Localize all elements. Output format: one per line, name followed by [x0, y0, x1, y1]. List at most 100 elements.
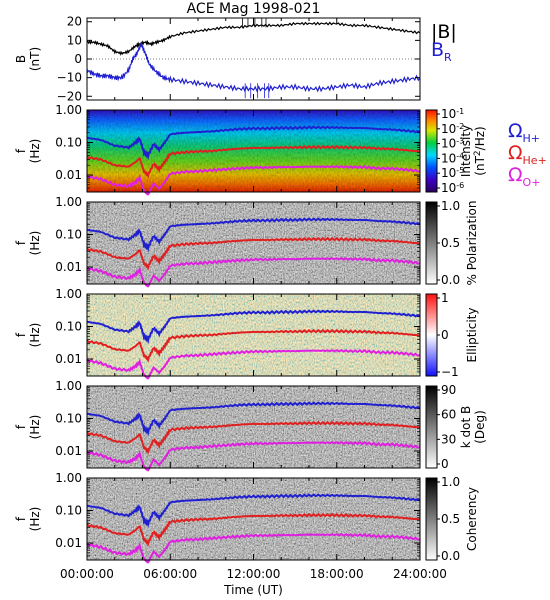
colorbar-tick-label: 10-5: [441, 166, 464, 180]
gyrofrequency-line-he: [86, 236, 421, 271]
legend-b-r: BR: [431, 39, 452, 64]
y-axis-unit: (Hz): [28, 323, 42, 348]
y-axis-label: f: [14, 240, 28, 245]
y-axis-label: f: [14, 516, 28, 521]
colorbar-tick-label: 0.5: [441, 236, 460, 250]
x-axis-label: Time (UT): [223, 583, 283, 597]
y-tick-label: 0.10: [55, 320, 82, 334]
series-line-b-r: [86, 42, 421, 93]
panel-3: 0.01 0.10 1.00 f (Hz) 1.0 0.5 0.0 % Polarization: [14, 195, 479, 288]
y-tick-label: 0.01: [55, 536, 82, 550]
x-tick-label: 06:00:00: [143, 567, 197, 581]
colorbar-tick-label: 10-1: [441, 107, 464, 121]
colorbar-tick-label: 0.5: [441, 512, 460, 526]
y-tick-label: 1.00: [55, 471, 82, 485]
gyrofrequency-line-o: [86, 348, 421, 380]
y-axis-label: f: [14, 332, 28, 337]
y-tick-label: 1.00: [55, 379, 82, 393]
colorbar-unit: (Deg): [473, 410, 487, 444]
gyrofrequency-line-h: [86, 493, 421, 529]
panel-1: −20 −10 0 10 20 B (nT): [14, 15, 421, 103]
chart-title: ACE Mag 1998-021: [187, 1, 321, 17]
legend-omega-h: ΩH+: [508, 120, 540, 145]
colorbar: [425, 293, 438, 377]
x-tick-label: 18:00:00: [310, 567, 364, 581]
colorbar: [425, 385, 438, 469]
y-axis-unit: (Hz): [28, 507, 42, 532]
y-axis-label: f: [14, 148, 28, 153]
y-axis-unit: (Hz): [28, 415, 42, 440]
colorbar-label: % Polarization: [465, 201, 479, 286]
y-tick-label: −20: [57, 89, 82, 103]
y-tick-label: −10: [57, 71, 82, 85]
colorbar-tick-label: 10-6: [441, 181, 464, 195]
colorbar-tick-label: 30: [441, 432, 456, 446]
colorbar-tick-label: 1.0: [441, 475, 460, 489]
x-tick-label: 24:00:00: [393, 567, 447, 581]
x-tick-label: 00:00:00: [60, 567, 114, 581]
gyrofrequency-line-he: [86, 328, 421, 363]
gyrofrequency-line-o: [86, 256, 421, 288]
gyrofrequency-line-o: [86, 164, 421, 196]
y-axis-unit: (Hz): [28, 231, 42, 256]
y-tick-label: 10: [67, 33, 82, 47]
y-axis-unit: (Hz): [28, 139, 42, 164]
y-tick-label: 0.10: [55, 228, 82, 242]
y-tick-label: 0.10: [55, 136, 82, 150]
gyrofrequency-line-o: [86, 440, 421, 472]
gyrofrequency-line-h: [86, 125, 421, 161]
colorbar-tick-label: 0: [441, 457, 449, 471]
colorbar-tick-label: 0.0: [441, 273, 460, 287]
y-tick-label: 1.00: [55, 195, 82, 209]
gyrofrequency-line-he: [86, 144, 421, 179]
colorbar: [425, 201, 438, 285]
colorbar: [425, 477, 438, 561]
gyrofrequency-line-o: [86, 532, 421, 564]
panel-4: 0.01 0.10 1.00 f (Hz) 1 0 −1 Ellipticity: [14, 287, 479, 380]
gyrofrequency-line-h: [86, 401, 421, 437]
colorbar-tick-label: 10-2: [441, 122, 464, 136]
gyrofrequency-line-he: [86, 420, 421, 455]
spectrogram-texture: [87, 110, 420, 192]
panel-2: 0.01 0.10 1.00 f (Hz) 10-110-210-310-410-510-…: [14, 103, 487, 196]
colorbar-label: Ellipticity: [465, 308, 479, 363]
gyrofrequency-line-h: [86, 217, 421, 253]
y-tick-label: 0.10: [55, 412, 82, 426]
colorbar-tick-label: 10-4: [441, 151, 464, 165]
colorbar-tick-label: 1: [441, 291, 449, 305]
x-tick-label: 12:00:00: [227, 567, 281, 581]
legend-omega-o: ΩO+: [508, 164, 540, 189]
panel-6: 0.01 0.10 1.00 f (Hz) 1.0 0.5 0.0 Coherency: [14, 471, 479, 564]
colorbar-unit: (nT2/Hz): [473, 126, 487, 175]
y-tick-label: 0.01: [55, 168, 82, 182]
colorbar: [425, 109, 438, 193]
spectrogram-texture: [87, 294, 420, 376]
y-tick-label: 0: [74, 52, 82, 66]
y-tick-label: 0.01: [55, 260, 82, 274]
colorbar-tick-label: 0.0: [441, 549, 460, 563]
colorbar-tick-label: 10-3: [441, 137, 464, 151]
panel-5: 0.01 0.10 1.00 f (Hz) 90 60 30 0 k dot B (Deg): [14, 379, 487, 472]
y-tick-label: 1.00: [55, 103, 82, 117]
colorbar-label: Coherency: [465, 487, 479, 551]
spectrogram-texture: [87, 478, 420, 560]
y-tick-label: 0.01: [55, 444, 82, 458]
legend-omega-he: ΩHe+: [508, 142, 547, 167]
y-tick-label: 20: [67, 15, 82, 29]
y-axis-label: f: [14, 424, 28, 429]
colorbar-tick-label: 90: [441, 383, 456, 397]
y-tick-label: 1.00: [55, 287, 82, 301]
y-tick-label: 0.10: [55, 504, 82, 518]
y-axis-label: B: [14, 55, 28, 63]
colorbar-tick-label: 1.0: [441, 199, 460, 213]
series-line-b-magnitude: [86, 21, 421, 56]
gyrofrequency-line-h: [86, 309, 421, 345]
colorbar-label: k dot B: [459, 406, 473, 448]
gyrofrequency-line-he: [86, 512, 421, 547]
colorbar-tick-label: 0: [441, 328, 449, 342]
y-axis-unit: (nT): [28, 47, 42, 71]
colorbar-tick-label: −1: [441, 365, 459, 379]
spectrogram-texture: [87, 202, 420, 284]
colorbar-tick-label: 60: [441, 408, 456, 422]
